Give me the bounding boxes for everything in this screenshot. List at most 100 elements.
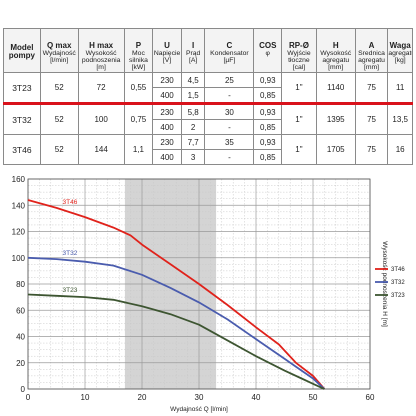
col-subheader-line: [m] xyxy=(96,64,106,71)
cell-c: 30 xyxy=(204,102,255,120)
legend-label-3T46: 3T46 xyxy=(391,267,405,273)
col-header-6: C xyxy=(204,28,255,50)
cell-rp: 1" xyxy=(281,72,317,104)
cell-c: - xyxy=(204,119,255,135)
pump-spec-table: Model pompy Q max H max P U I C COS RP-Ø H A Waga Wy… xyxy=(3,28,413,165)
col-header-7: COS xyxy=(253,28,283,50)
pump-performance-chart: 0 10 20 30 40 50 60 0 20 40 60 80 100 120 140 160 Wydajn… xyxy=(12,175,406,413)
cell-p: 0,75 xyxy=(123,102,154,135)
cell-h: 100 xyxy=(77,102,125,135)
x-tick-label: 50 xyxy=(309,393,318,402)
cell-i: 2 xyxy=(180,119,206,135)
col-header-3: P xyxy=(123,28,154,50)
cell-cos: 0,85 xyxy=(253,87,283,104)
col-header-9: H xyxy=(315,28,356,50)
table-body: 3T23 52 72 0,55 230 4,5 25 0,93 1" 1140 75 11 400 1,5… xyxy=(3,72,413,165)
col-subheader-line: Kondensator xyxy=(210,50,249,57)
table-header-title-row: Model pompy Q max H max P U I C COS RP-Ø H A Waga xyxy=(3,28,413,73)
series-label-3T32: 3T32 xyxy=(63,250,78,257)
col-subheader-line: Prąd xyxy=(185,50,201,57)
col-subheader-line: [A] xyxy=(188,57,198,64)
table-header-unit-row: Wydajność [l/min] Wysokość podnoszenia [m] Mo… xyxy=(4,50,413,73)
y-tick-label: 0 xyxy=(21,385,26,394)
col-subheader-line: [µF] xyxy=(223,57,236,64)
col-subheader-line: [mm] xyxy=(328,64,344,71)
cell-a: 75 xyxy=(354,102,389,135)
x-tick-label: 0 xyxy=(26,393,31,402)
x-axis-title: Wydajność Q [l/min] xyxy=(170,406,228,413)
cell-i: 5,8 xyxy=(180,102,206,120)
series-label-3T46: 3T46 xyxy=(63,199,78,206)
col-subheader-4: Napięcie [V] xyxy=(152,50,182,73)
cell-q: 52 xyxy=(39,102,79,135)
cell-h: 144 xyxy=(77,134,125,165)
cell-u: 230 xyxy=(152,102,182,120)
x-tick-label: 10 xyxy=(81,393,90,402)
plot-frame xyxy=(27,178,371,390)
cell-w: 11 xyxy=(387,72,413,104)
cell-p: 0,55 xyxy=(123,72,154,104)
col-subheader-line: Wysokość xyxy=(85,50,117,57)
col-subheader-8: Wyjście tłoczne [cal] xyxy=(281,50,317,73)
cell-cos: 0,93 xyxy=(253,102,283,120)
cell-i: 7,7 xyxy=(180,134,206,150)
col-subheader-line: agregatu xyxy=(358,57,385,64)
cell-a: 75 xyxy=(354,134,389,165)
cell-q: 52 xyxy=(39,134,79,165)
series-line-3T46 xyxy=(27,199,326,390)
col-subheader-line: tłoczne xyxy=(288,57,310,64)
col-header-sub: pompy xyxy=(8,51,36,60)
x-tick-label: 20 xyxy=(138,393,147,402)
cell-model: 3T32 xyxy=(3,102,41,135)
x-tick-label: 30 xyxy=(195,393,204,402)
col-header-11: Waga xyxy=(387,28,413,50)
legend-label-3T32: 3T32 xyxy=(391,280,405,286)
col-subheader-line: Średnica xyxy=(358,50,385,57)
cell-i: 4,5 xyxy=(180,72,206,88)
y-tick-label: 80 xyxy=(16,280,25,289)
cell-hh: 1705 xyxy=(315,134,356,165)
legend-label-3T23: 3T23 xyxy=(391,293,405,299)
col-header-0: Model pompy xyxy=(3,28,41,73)
col-subheader-line: [cal] xyxy=(292,64,306,71)
col-header-8: RP-Ø xyxy=(281,28,317,50)
y-axis-title: Wysokość podnoszenia H [m] xyxy=(381,241,388,327)
cell-q: 52 xyxy=(39,72,79,104)
col-header-5: I xyxy=(180,28,206,50)
col-header-10: A xyxy=(354,28,389,50)
col-subheader-6: Kondensator [µF] xyxy=(204,50,255,73)
cell-a: 75 xyxy=(354,72,389,104)
cell-c: 25 xyxy=(204,72,255,88)
cell-cos: 0,85 xyxy=(253,119,283,135)
cell-u: 400 xyxy=(152,87,182,104)
cell-u: 400 xyxy=(152,119,182,135)
col-subheader-line: agregatu xyxy=(322,57,350,64)
cell-rp: 1" xyxy=(281,102,317,135)
col-subheader-10: Średnica agregatu [mm] xyxy=(354,50,389,73)
cell-u: 230 xyxy=(152,72,182,88)
cell-w: 13,5 xyxy=(387,102,413,135)
y-tick-label: 60 xyxy=(16,306,25,315)
y-tick-label: 120 xyxy=(12,228,26,237)
col-header-1: Q max xyxy=(39,28,79,50)
col-header-title: Model xyxy=(10,43,34,52)
y-tick-label: 40 xyxy=(16,333,25,342)
col-subheader-line: Wysokość xyxy=(320,50,352,57)
col-subheader-9: Wysokość agregatu [mm] xyxy=(315,50,356,73)
y-tick-label: 100 xyxy=(12,254,26,263)
series-label-3T23: 3T23 xyxy=(63,287,78,294)
cell-model: 3T46 xyxy=(3,134,41,165)
col-subheader-line: [l/min] xyxy=(50,57,69,64)
col-subheader-line: [V] xyxy=(162,57,172,64)
col-subheader-line: podnoszenia xyxy=(81,57,121,64)
col-subheader-11: agregatu[kg] xyxy=(387,50,413,73)
series-line-3T23 xyxy=(27,293,325,390)
col-header-4: U xyxy=(152,28,182,50)
table-row-3T32: 3T32 52 100 0,75 230 5,8 30 0,93 1" 1395 75 13,5 xyxy=(3,102,413,135)
col-subheader-line: Wydajność xyxy=(42,50,76,57)
y-tick-label: 140 xyxy=(12,201,26,210)
cell-i: 3 xyxy=(180,149,206,165)
cell-rp: 1" xyxy=(281,134,317,165)
col-subheader-line: silnika xyxy=(128,57,148,64)
series-line-3T32 xyxy=(27,256,326,390)
